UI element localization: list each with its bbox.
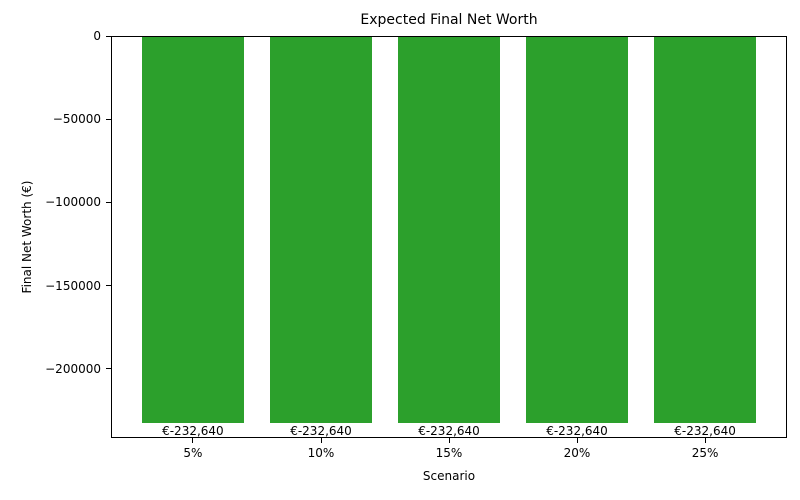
x-tick-mark (320, 438, 322, 443)
y-tick-label: −50000 (52, 112, 101, 127)
x-axis-label: Scenario (422, 469, 476, 483)
x-tick-label: 25% (691, 446, 719, 460)
bars-container: €-232,640 €-232,640 €-232,640 €-232,640 €-23… (111, 36, 787, 438)
bar-value-label: €-232,640 (546, 424, 608, 438)
bar (397, 36, 501, 423)
x-tick-mark (192, 438, 194, 443)
bar-value-label: €-232,640 (290, 424, 352, 438)
bar (269, 36, 373, 423)
y-tick-mark (106, 35, 111, 37)
bar-value-label: €-232,640 (418, 424, 480, 438)
y-tick-mark (106, 368, 111, 370)
x-tick-label: 20% (563, 446, 591, 460)
y-tick-mark (106, 285, 111, 286)
y-tick-label: −150000 (45, 278, 101, 293)
x-tick-label: 15% (435, 446, 463, 460)
y-tick-label: 0 (93, 29, 101, 43)
y-tick-mark (106, 118, 111, 120)
x-tick-mark (576, 438, 578, 443)
y-tick-mark (106, 201, 111, 203)
bar (653, 36, 757, 423)
y-tick-label: −100000 (45, 195, 101, 210)
x-tick-mark (704, 438, 706, 443)
bar-value-label: €-232,640 (674, 424, 736, 438)
x-tick-label: 10% (307, 446, 335, 460)
x-tick-mark (448, 438, 450, 443)
bar (525, 36, 629, 423)
bar (141, 36, 245, 423)
x-tick-label: 5% (183, 446, 203, 460)
bar-value-label: €-232,640 (162, 424, 224, 438)
chart-title: Expected Final Net Worth (360, 12, 538, 28)
y-tick-label: −200000 (45, 361, 101, 376)
